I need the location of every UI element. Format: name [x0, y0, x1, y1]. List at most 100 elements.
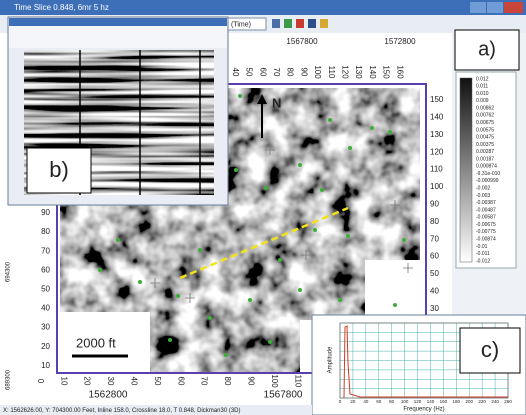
- well: [268, 340, 272, 344]
- colorbar-label: -0.01: [476, 244, 488, 250]
- top-tick-label: 60: [258, 68, 267, 77]
- right-tick-label: 140: [430, 113, 444, 122]
- well: [388, 130, 392, 134]
- coord-label: 1562800: [89, 390, 128, 401]
- x-tick-label: 260: [504, 399, 512, 404]
- x-axis-label: Frequency (Hz): [403, 407, 444, 413]
- top-tick-label: 40: [231, 68, 240, 77]
- page: {"window": {"title": "Time Slice 0.848, …: [0, 0, 526, 415]
- well: [328, 118, 332, 122]
- well: [98, 268, 102, 272]
- colorbar-label: -0.00775: [476, 229, 496, 235]
- x-tick-label: 200: [465, 399, 473, 404]
- tool-icon[interactable]: [308, 19, 316, 28]
- well: [338, 298, 342, 302]
- right-tick-label: 70: [430, 234, 439, 243]
- left-tick-label: 20: [41, 342, 50, 351]
- top-tick-label: 120: [340, 65, 349, 79]
- right-tick-label: 80: [430, 217, 439, 226]
- bottom-tick-label: 50: [153, 377, 162, 386]
- well: [393, 303, 397, 307]
- colorbar: [460, 78, 472, 262]
- colorbar-label: -0.00587: [476, 215, 496, 221]
- colorbar-label: -0.000999: [476, 178, 499, 184]
- left-tick-label: 40: [41, 304, 50, 313]
- well: [298, 163, 302, 167]
- bottom-tick-label: 0: [36, 379, 45, 384]
- bottom-tick-label: 90: [246, 377, 255, 386]
- x-tick-label: 20: [350, 399, 356, 404]
- status-text: X: 1562626.00, Y: 704300.00 Feet, Inline…: [3, 408, 241, 414]
- bottom-tick-label: 110: [293, 375, 302, 388]
- top-tick-label: 130: [354, 65, 363, 79]
- top-tick-label: 70: [272, 68, 281, 77]
- left-tick-label: 70: [41, 246, 50, 255]
- panel-label-a: a): [478, 38, 496, 60]
- tool-icon[interactable]: [272, 19, 280, 28]
- colorbar-label: 0.000874: [476, 164, 497, 170]
- tool-icon[interactable]: [296, 19, 304, 28]
- colorbar-label: -0.00387: [476, 200, 496, 206]
- well: [402, 238, 406, 242]
- colorbar-label: -0.003: [476, 193, 490, 199]
- bottom-tick-label: 30: [106, 377, 115, 386]
- left-tick-label: 80: [41, 227, 50, 236]
- well: [320, 188, 324, 192]
- screenshot: Time Slice 0.848, 6mr 5 hz (Time) N 2000…: [0, 0, 526, 415]
- well: [168, 338, 172, 342]
- north-label: N: [272, 95, 281, 110]
- right-tick-label: 110: [430, 165, 443, 174]
- bottom-tick-label: 20: [83, 377, 92, 386]
- left-tick-label: 10: [41, 361, 50, 370]
- top-tick-label: 140: [368, 65, 377, 79]
- right-tick-label: 40: [430, 287, 439, 296]
- bottom-tick-label: 100: [270, 374, 279, 388]
- x-tick-label: 120: [414, 399, 422, 404]
- well: [116, 238, 120, 242]
- well: [370, 126, 374, 130]
- colorbar-label: -9.31e-010: [476, 171, 500, 177]
- x-tick-label: 220: [478, 399, 486, 404]
- top-tick-label: 50: [245, 68, 254, 77]
- colorbar-label: 0.00675: [476, 120, 494, 126]
- window-title: Time Slice 0.848, 6mr 5 hz: [14, 3, 109, 12]
- coord-label: 694300: [6, 261, 12, 282]
- colorbar-label: 0.00287: [476, 149, 494, 155]
- coord-label: 689300: [6, 369, 12, 390]
- left-tick-label: 30: [41, 323, 50, 332]
- well: [224, 353, 228, 357]
- colorbar-label: -0.00675: [476, 222, 496, 228]
- well: [234, 168, 238, 172]
- x-tick-label: 60: [376, 399, 382, 404]
- right-tick-label: 120: [430, 147, 444, 156]
- well: [348, 146, 352, 150]
- minimize-button[interactable]: [470, 2, 486, 13]
- x-tick-label: 140: [427, 399, 435, 404]
- colorbar-label: -0.002: [476, 186, 490, 192]
- x-tick-label: 160: [440, 399, 448, 404]
- top-tick-label: 90: [299, 68, 308, 77]
- tool-icon[interactable]: [320, 19, 328, 28]
- x-tick-label: 80: [389, 399, 395, 404]
- inset-b-toolbar: [9, 26, 227, 48]
- bottom-tick-label: 60: [176, 377, 185, 386]
- left-tick-label: 90: [41, 208, 50, 217]
- colorbar-label: 0.012: [476, 76, 489, 82]
- x-tick-label: 40: [363, 399, 369, 404]
- bottom-tick-label: 40: [129, 377, 138, 386]
- right-tick-label: 100: [430, 182, 444, 191]
- maximize-button[interactable]: [487, 2, 503, 13]
- coord-label: 1567800: [286, 37, 318, 46]
- close-button[interactable]: [504, 2, 523, 13]
- right-tick-label: 50: [430, 269, 439, 278]
- body: Time Slice 0.848, 6mr 5 hz (Time) N 2000…: [0, 0, 526, 415]
- well: [208, 316, 212, 320]
- scale-label: 2000 ft: [76, 335, 116, 350]
- right-tick-label: 60: [430, 252, 439, 261]
- inset-b-title-bar: [9, 18, 227, 26]
- right-tick-label: 90: [430, 200, 439, 209]
- bottom-tick-label: 70: [200, 377, 209, 386]
- well: [248, 298, 252, 302]
- colorbar-label: 0.00475: [476, 135, 494, 141]
- tool-icon[interactable]: [284, 19, 292, 28]
